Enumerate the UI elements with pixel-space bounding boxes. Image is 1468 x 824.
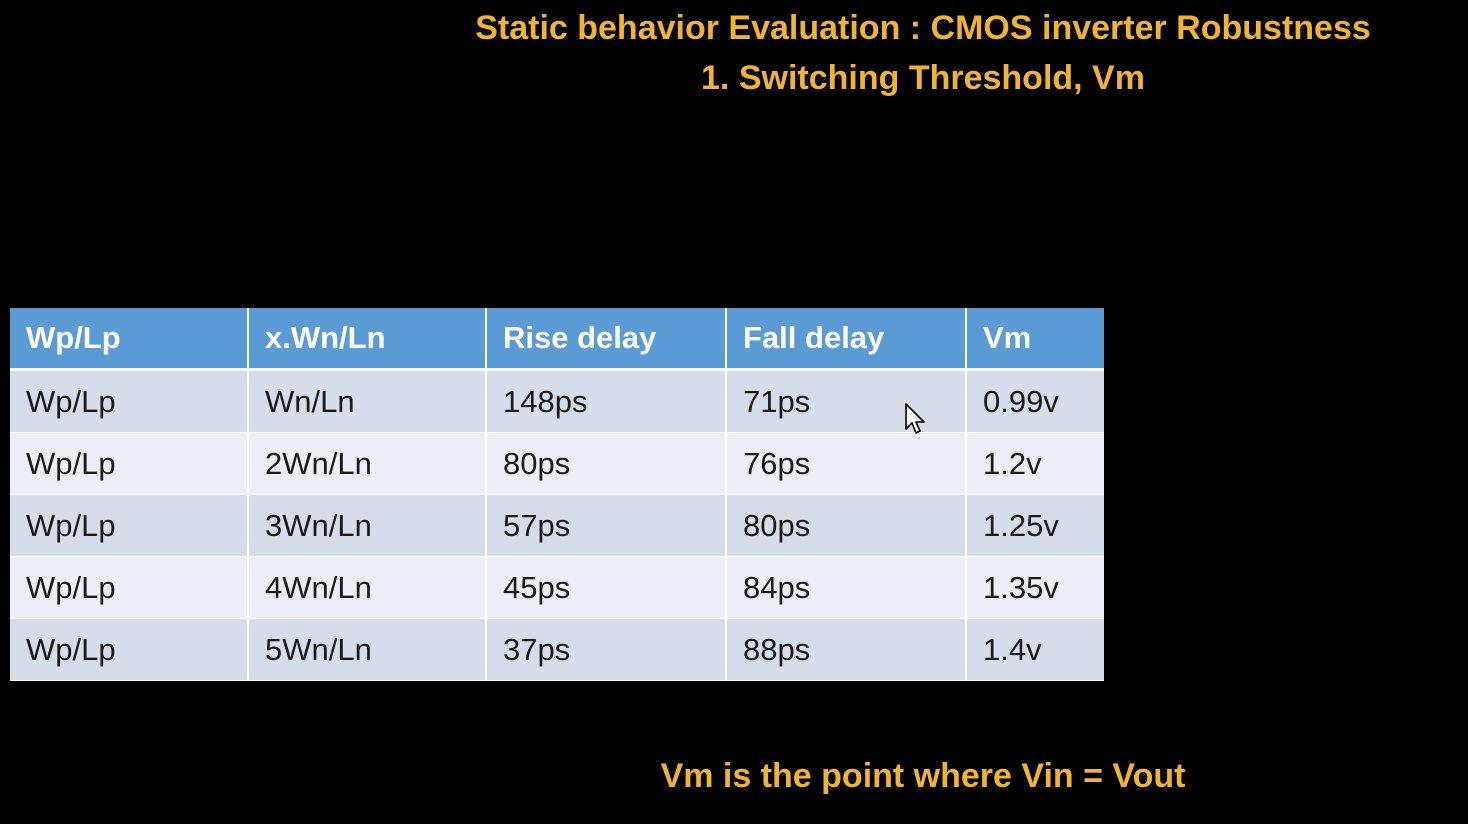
cell-fall-delay: 80ps [726, 494, 967, 557]
cell-rise-delay: 148ps [486, 369, 727, 433]
header-x-wn-ln: x.Wn/Ln [248, 308, 487, 371]
cell-vm: 0.99v [966, 369, 1104, 433]
cell-rise-delay: 80ps [486, 432, 727, 495]
header-wp-lp: Wp/Lp [10, 308, 249, 371]
table-header-row: Wp/Lp x.Wn/Ln Rise delay Fall delay Vm [10, 308, 1104, 371]
cell-vm: 1.25v [966, 494, 1104, 557]
cell-wp-lp: Wp/Lp [10, 432, 249, 495]
mouse-pointer-icon [905, 403, 925, 434]
header-rise-delay: Rise delay [486, 308, 727, 371]
cell-wp-lp: Wp/Lp [10, 369, 249, 433]
cell-fall-delay: 88ps [726, 618, 967, 681]
cell-vm: 1.35v [966, 556, 1104, 619]
cell-x-wn-ln: 2Wn/Ln [248, 432, 487, 495]
table-row: Wp/Lp 3Wn/Ln 57ps 80ps 1.25v [10, 494, 1104, 557]
table-row: Wp/Lp Wn/Ln 148ps 71ps 0.99v [10, 369, 1104, 433]
cell-x-wn-ln: Wn/Ln [248, 369, 487, 433]
cell-rise-delay: 45ps [486, 556, 727, 619]
table-row: Wp/Lp 4Wn/Ln 45ps 84ps 1.35v [10, 556, 1104, 619]
cell-fall-delay: 76ps [726, 432, 967, 495]
cell-x-wn-ln: 4Wn/Ln [248, 556, 487, 619]
header-fall-delay: Fall delay [726, 308, 967, 371]
cell-vm: 1.2v [966, 432, 1104, 495]
slide-title: Static behavior Evaluation : CMOS invert… [475, 9, 1371, 47]
results-table: Wp/Lp x.Wn/Ln Rise delay Fall delay Vm W… [10, 308, 1104, 681]
cell-vm: 1.4v [966, 618, 1104, 681]
table-row: Wp/Lp 2Wn/Ln 80ps 76ps 1.2v [10, 432, 1104, 495]
cell-rise-delay: 37ps [486, 618, 727, 681]
cell-fall-delay: 71ps [726, 369, 967, 433]
slide-subtitle: 1. Switching Threshold, Vm [701, 59, 1145, 97]
cell-wp-lp: Wp/Lp [10, 494, 249, 557]
cell-wp-lp: Wp/Lp [10, 618, 249, 681]
cell-wp-lp: Wp/Lp [10, 556, 249, 619]
header-vm: Vm [966, 308, 1104, 371]
cell-x-wn-ln: 3Wn/Ln [248, 494, 487, 557]
slide-footnote: Vm is the point where Vin = Vout [660, 757, 1186, 795]
cell-rise-delay: 57ps [486, 494, 727, 557]
cell-fall-delay: 84ps [726, 556, 967, 619]
table-row: Wp/Lp 5Wn/Ln 37ps 88ps 1.4v [10, 618, 1104, 681]
cell-x-wn-ln: 5Wn/Ln [248, 618, 487, 681]
